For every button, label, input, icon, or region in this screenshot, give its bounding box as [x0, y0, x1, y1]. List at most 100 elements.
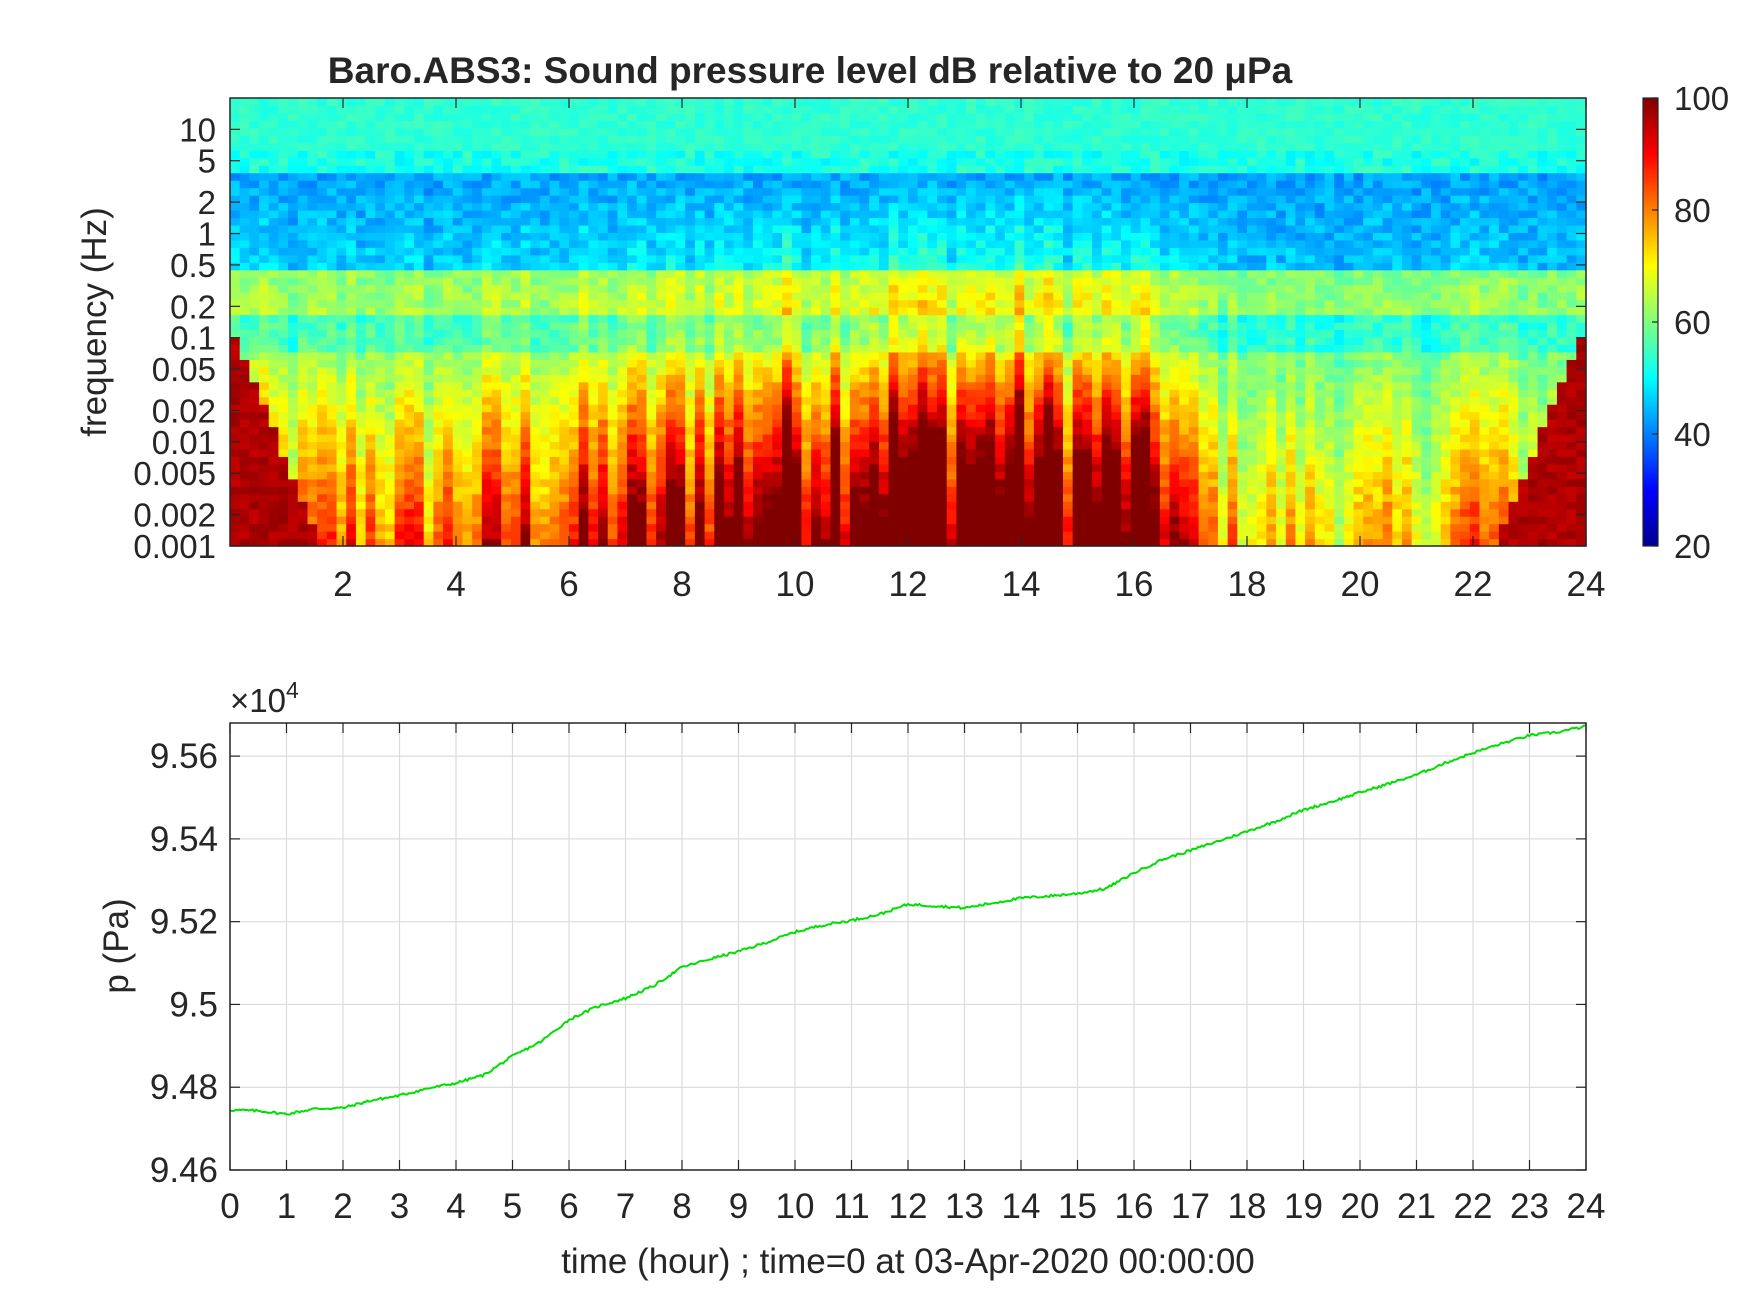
spectrogram-cell: [704, 538, 715, 547]
spectrogram-cell: [259, 523, 270, 532]
spectrogram-cell: [598, 531, 609, 540]
spectrogram-cell: [336, 344, 347, 353]
spectrogram-cell: [394, 381, 405, 390]
spectrogram-cell: [501, 329, 512, 338]
spectrogram-panel: Baro.ABS3: Sound pressure level dB relat…: [75, 50, 1729, 604]
spectrogram-cell: [230, 434, 241, 443]
spectrogram-cell: [656, 478, 667, 487]
spectrogram-cell: [694, 105, 706, 114]
spectrogram-cell: [520, 359, 531, 368]
spectrogram-cell: [423, 441, 434, 450]
spectrogram-cell: [394, 359, 405, 368]
spectrogram-cell: [578, 299, 589, 308]
spectrogram-cell: [869, 351, 880, 360]
spectrogram-cell: [520, 419, 531, 428]
spectrogram-cell: [762, 157, 773, 166]
spectrogram-cell: [510, 172, 522, 181]
spectrogram-cell: [462, 478, 473, 487]
spectrogram-cell: [995, 396, 1006, 405]
spectrogram-cell: [307, 426, 318, 435]
spectrogram-cell: [762, 448, 773, 457]
spectrogram-cell: [268, 486, 280, 495]
spectrogram-cell: [569, 105, 580, 114]
spectrogram-cell: [462, 329, 473, 338]
spectrogram-cell: [917, 165, 928, 174]
spectrogram-cell: [704, 127, 715, 136]
spectrogram-cell: [239, 284, 250, 293]
spectrogram-cell: [268, 217, 280, 226]
spectrogram-cell: [559, 202, 570, 211]
spectrogram-cell: [598, 269, 609, 278]
spectrogram-cell: [355, 531, 367, 540]
spectrogram-cell: [733, 508, 744, 517]
spectrogram-cell: [791, 195, 803, 204]
spectrogram-cell: [520, 195, 531, 204]
spectrogram-cell: [259, 419, 270, 428]
spectrogram-cell: [694, 172, 706, 181]
spectrogram-cell: [917, 127, 928, 136]
spectrogram-cell: [646, 314, 657, 323]
spectrogram-cell: [723, 486, 735, 495]
spectrogram-cell: [772, 366, 783, 375]
spectrogram-cell: [849, 195, 861, 204]
spectrogram-cell: [501, 127, 512, 136]
spectrogram-cell: [927, 448, 938, 457]
spectrogram-cell: [791, 187, 803, 196]
spectrogram-cell: [995, 224, 1006, 233]
spectrogram-cell: [743, 389, 754, 398]
spectrogram-cell: [259, 172, 270, 181]
spectrogram-cell: [288, 434, 299, 443]
spectrogram-cell: [569, 254, 580, 263]
spectrogram-cell: [636, 426, 648, 435]
spectrogram-cell: [1004, 180, 1016, 189]
spectrogram-cell: [365, 426, 376, 435]
spectrogram-cell: [898, 262, 909, 271]
spectrogram-cell: [878, 344, 890, 353]
spectrogram-cell: [336, 531, 347, 540]
spectrogram-cell: [510, 299, 522, 308]
spectrogram-cell: [549, 224, 560, 233]
spectrogram-cell: [481, 239, 493, 248]
spectrogram-cell: [569, 98, 580, 107]
spectrogram-cell: [665, 202, 677, 211]
spectrogram-cell: [937, 523, 948, 532]
spectrogram-cell: [404, 172, 415, 181]
spectrogram-cell: [685, 344, 696, 353]
spectrogram-cell: [762, 112, 773, 121]
spectrogram-cell: [598, 329, 609, 338]
spectrogram-cell: [259, 441, 270, 450]
spectrogram-cell: [510, 254, 522, 263]
spectrogram-cell: [694, 195, 706, 204]
spectrogram-cell: [714, 142, 725, 151]
spectrogram-cell: [801, 120, 812, 129]
spectrogram-cell: [268, 396, 280, 405]
spectrogram-cell: [665, 210, 677, 219]
spectrogram-cell: [908, 105, 919, 114]
spectrogram-cell: [443, 187, 454, 196]
spectrogram-cell: [723, 336, 735, 345]
spectrogram-cell: [859, 456, 870, 465]
spectrogram-cell: [481, 396, 493, 405]
spectrogram-cell: [859, 232, 870, 241]
spectrogram-cell: [801, 419, 812, 428]
spectrogram-cell: [636, 157, 648, 166]
spectrogram-cell: [956, 501, 967, 510]
spectrogram-cell: [782, 127, 793, 136]
spectrogram-cell: [966, 180, 977, 189]
spectrogram-cell: [559, 292, 570, 301]
spectrogram-cell: [414, 98, 425, 107]
spectrogram-cell: [414, 389, 425, 398]
spectrogram-cell: [346, 396, 357, 405]
spectrogram-cell: [656, 150, 667, 159]
spectrogram-cell: [975, 538, 987, 547]
spectrogram-cell: [297, 523, 309, 532]
spectrogram-cell: [230, 187, 241, 196]
spectrogram-cell: [1024, 180, 1035, 189]
spectrogram-cell: [646, 135, 657, 144]
spectrogram-cell: [404, 269, 415, 278]
spectrogram-cell: [714, 531, 725, 540]
spectrogram-cell: [404, 232, 415, 241]
spectrogram-cell: [607, 404, 619, 413]
spectrogram-cell: [1004, 172, 1016, 181]
spectrogram-cell: [772, 247, 783, 256]
